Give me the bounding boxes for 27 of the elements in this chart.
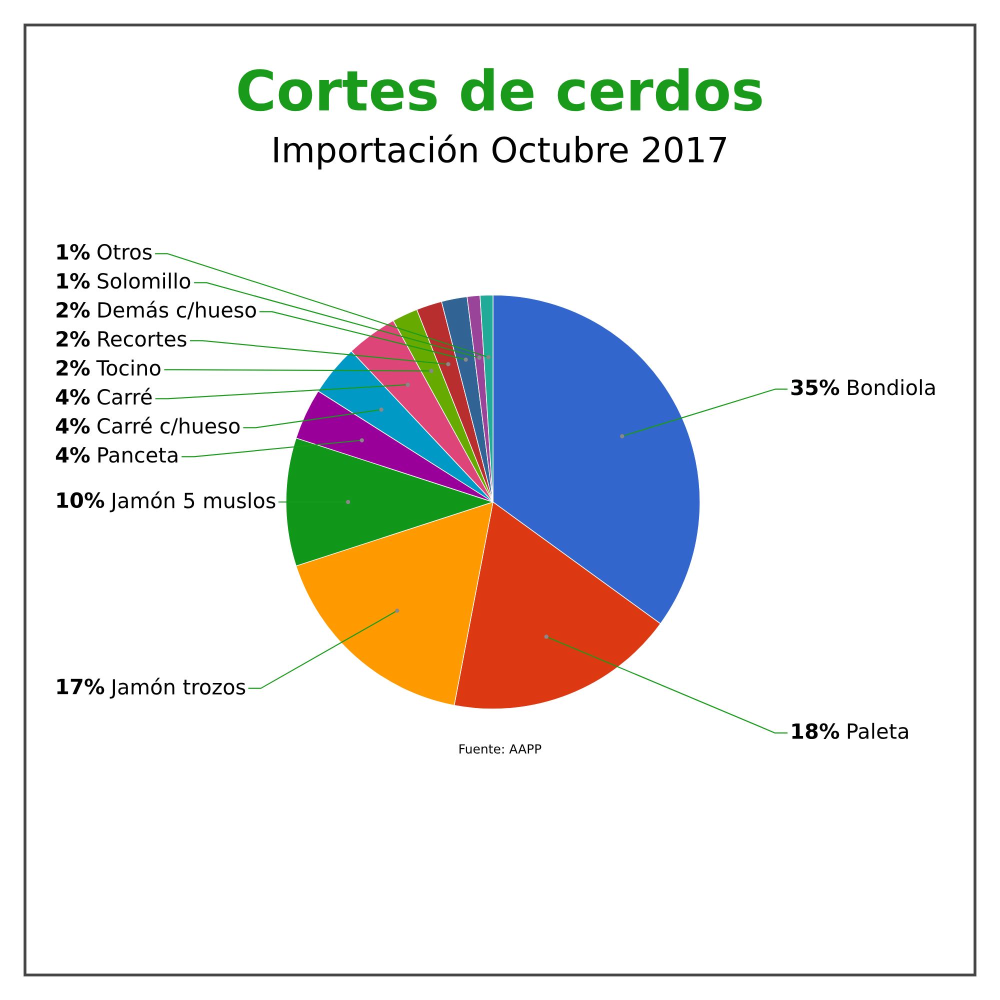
slice-label: Recortes [98,331,186,347]
slice-label: Tocino [96,360,160,376]
slice-label: Otros [98,244,152,260]
slice-label: Jamón trozos [110,678,246,699]
data-label: 2% [56,302,90,318]
data-label: 4% [56,389,90,405]
slice-label: Jamón 5 muslos [110,491,276,512]
data-label: 1% [57,273,90,289]
slice-label: Bondiola [848,379,935,396]
slice-label: Panceta [98,447,178,463]
source-note: Fuente: AAPP [460,744,542,754]
data-label: 2% [56,360,90,376]
slice-label: Carré [98,388,152,405]
data-label: 18% [792,723,840,739]
slice-label: Demás c/hueso [98,300,256,320]
data-label: 17% [57,678,104,694]
data-label: 10% [57,492,104,508]
slice-label: Carré c/hueso [98,416,240,436]
data-label: 4% [56,447,90,463]
chart-title: Cortes de cerdos [238,68,762,112]
data-label: 4% [56,418,90,434]
slice-label: Solomillo [98,272,190,289]
slice-label: Paleta [848,722,908,739]
data-label: 2% [56,331,90,347]
data-label: 35% [791,380,840,396]
data-label: 1% [57,244,90,260]
chart-subtitle: Importación Octubre 2017 [274,134,726,170]
